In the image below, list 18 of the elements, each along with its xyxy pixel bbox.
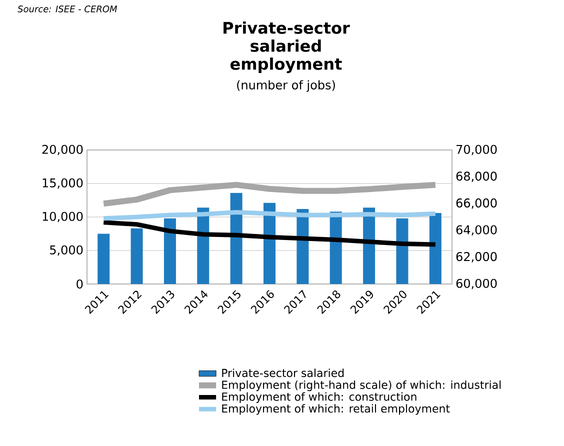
legend-label: Employment of which: construction <box>222 392 416 403</box>
chart-subtitle: (number of jobs) <box>237 80 335 92</box>
y-tick-label: 20,000 <box>42 144 83 156</box>
y2-tick-label: 60,000 <box>456 278 497 290</box>
y2-tick-label: 66,000 <box>456 198 497 209</box>
legend-label: Employment (right-hand scale) of which: industrial <box>222 380 501 392</box>
y2-tick-label: 64,000 <box>456 225 497 236</box>
y-tick-label: 15,000 <box>42 178 83 189</box>
y-tick-label: 0 <box>76 279 83 289</box>
y2-tick-label: 70,000 <box>456 144 497 156</box>
legend-label: Private-sector salaried <box>222 368 344 378</box>
chart-title: Private-sector salaried employment <box>224 22 350 74</box>
y-tick-label: 10,000 <box>42 212 83 222</box>
y-tick-label: 5,000 <box>50 245 83 256</box>
y2-tick-label: 68,000 <box>456 172 497 182</box>
legend-label: Employment of which: retail employment <box>222 404 450 415</box>
source-note: Source: ISEE - CEROM <box>18 6 118 12</box>
y2-tick-label: 62,000 <box>456 252 497 262</box>
